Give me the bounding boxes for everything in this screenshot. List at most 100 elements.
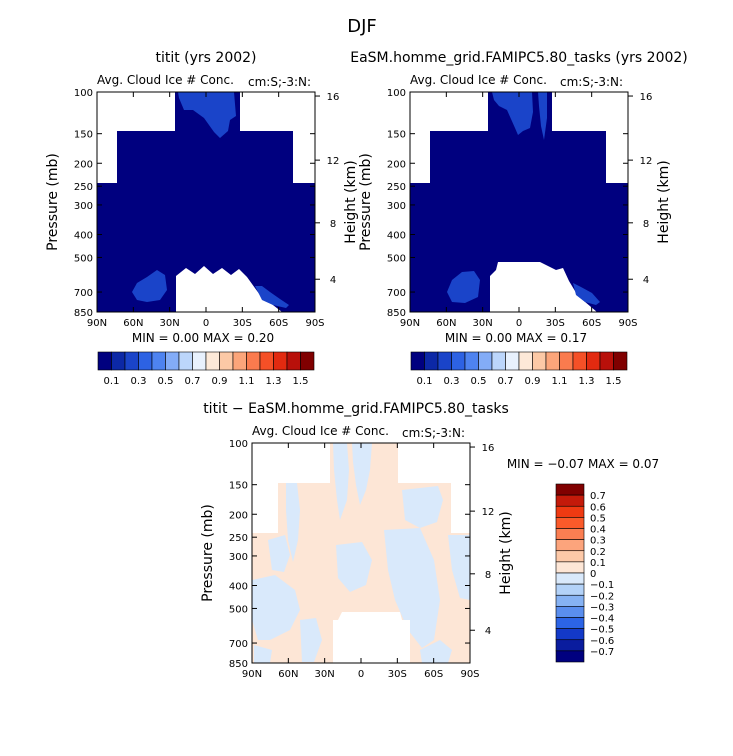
colorbar-label: 0.3 [131, 376, 147, 387]
ice-field-upper-high [178, 92, 236, 138]
figure-title: DJF [347, 16, 377, 37]
colorbar-swatch [555, 650, 585, 663]
colorbar-label: 0.9 [212, 376, 228, 387]
colorbar-swatch [138, 351, 153, 371]
colorbar-swatch [259, 351, 274, 371]
panel-1: titit (yrs 2002) Avg. Cloud Ice # Conc. … [45, 50, 359, 387]
panel-2-units: cm:S;-3:N: [560, 75, 623, 89]
lat-tick-label: 90S [460, 669, 479, 680]
pressure-tick-label: 150 [74, 130, 93, 141]
y-axis-label-right: Height (km) [656, 160, 672, 243]
colorbar-swatch [478, 351, 493, 371]
colorbar-swatch [555, 550, 585, 563]
height-tick-label: 12 [640, 156, 653, 167]
y-axis-label-right: Height (km) [498, 511, 514, 594]
colorbar-label: 1.1 [239, 376, 255, 387]
panel-3-field [252, 443, 470, 663]
colorbar-label: 0.1 [104, 376, 120, 387]
colorbar-swatch [555, 583, 585, 596]
colorbar-label: 1.3 [579, 376, 595, 387]
ice-field-lower-left [447, 271, 480, 303]
colorbar-swatch [246, 351, 261, 371]
colorbar-label: 0.9 [525, 376, 541, 387]
colorbar-label: 0.7 [498, 376, 514, 387]
colorbar-swatch [545, 351, 560, 371]
colorbar-label: −0.6 [590, 636, 614, 647]
lat-tick-label: 60S [269, 318, 288, 329]
colorbar-label: 0.7 [590, 491, 606, 502]
colorbar-swatch [97, 351, 112, 371]
pressure-tick-label: 700 [229, 639, 248, 650]
colorbar-label: −0.1 [590, 580, 614, 591]
colorbar-label: 1.5 [293, 376, 309, 387]
colorbar-swatch [111, 351, 126, 371]
colorbar-label: 0 [590, 569, 596, 580]
ice-field-main [410, 92, 628, 312]
colorbar-label: 0.5 [590, 513, 606, 524]
colorbar-swatch [613, 351, 628, 371]
lat-tick-label: 0 [516, 318, 522, 329]
ice-field-upper-high [492, 92, 533, 135]
colorbar-swatch [451, 351, 466, 371]
lat-tick-label: 60N [123, 318, 143, 329]
colorbar-swatch [464, 351, 479, 371]
colorbar-swatch [286, 351, 301, 371]
colorbar-label: 1.1 [552, 376, 568, 387]
panel-3-units: cm:S;-3:N: [402, 426, 465, 440]
lat-tick-label: 60S [582, 318, 601, 329]
panel-3: titit − EaSM.homme_grid.FAMIPC5.80_tasks… [200, 401, 659, 680]
colorbar-label: −0.5 [590, 625, 614, 636]
lat-tick-label: 30N [473, 318, 493, 329]
y-axis-label: Pressure (mb) [45, 153, 61, 251]
colorbar-swatch [555, 594, 585, 607]
colorbar-label: −0.4 [590, 614, 614, 625]
colorbar-swatch [555, 505, 585, 518]
lat-tick-label: 90N [242, 669, 262, 680]
y-axis-label-right: Height (km) [343, 160, 359, 243]
colorbar-swatch [219, 351, 234, 371]
colorbar-swatch [205, 351, 220, 371]
ice-field-lower-left [132, 270, 167, 302]
pressure-tick-label: 300 [229, 552, 248, 563]
colorbar-label: 0.3 [444, 376, 460, 387]
colorbar-label: −0.3 [590, 602, 614, 613]
colorbar-swatch [410, 351, 425, 371]
y-axis-label: Pressure (mb) [358, 153, 374, 251]
panel-2: EaSM.homme_grid.FAMIPC5.80_tasks (yrs 20… [350, 50, 688, 387]
colorbar-swatch [599, 351, 614, 371]
height-tick-label: 16 [640, 92, 653, 103]
pressure-tick-label: 100 [229, 439, 248, 450]
colorbar-label: 0.2 [590, 547, 606, 558]
lat-tick-label: 90N [87, 318, 107, 329]
colorbar-swatch [586, 351, 601, 371]
lat-tick-label: 60S [424, 669, 443, 680]
colorbar-swatch [555, 528, 585, 540]
panel-2-stats: MIN = 0.00 MAX = 0.17 [445, 331, 587, 345]
colorbar-label: 0.6 [590, 502, 606, 513]
colorbar-swatch [572, 351, 587, 371]
diff-field-negative [252, 443, 470, 663]
pressure-tick-label: 500 [74, 253, 93, 264]
colorbar-label: 0.5 [471, 376, 487, 387]
lat-tick-label: 30N [160, 318, 180, 329]
colorbar-label: 0.3 [590, 536, 606, 547]
height-tick-label: 16 [482, 443, 495, 454]
height-tick-label: 8 [330, 219, 336, 230]
colorbar-swatch [555, 494, 585, 507]
colorbar-swatch [555, 572, 585, 585]
colorbar-swatch [300, 351, 315, 371]
colorbar-swatch [532, 351, 547, 371]
pressure-tick-label: 850 [229, 659, 248, 670]
height-tick-label: 8 [485, 570, 491, 581]
colorbar-label: 0.7 [185, 376, 201, 387]
pressure-tick-label: 400 [387, 231, 406, 242]
panel-2-subtitle: Avg. Cloud Ice # Conc. [410, 73, 547, 87]
colorbar-swatch [491, 351, 506, 371]
panel-1-subtitle: Avg. Cloud Ice # Conc. [97, 73, 234, 87]
colorbar-swatch [165, 351, 180, 371]
pressure-tick-label: 200 [74, 159, 93, 170]
pressure-tick-label: 250 [387, 182, 406, 193]
pressure-tick-label: 400 [229, 582, 248, 593]
lat-tick-label: 30N [315, 669, 335, 680]
